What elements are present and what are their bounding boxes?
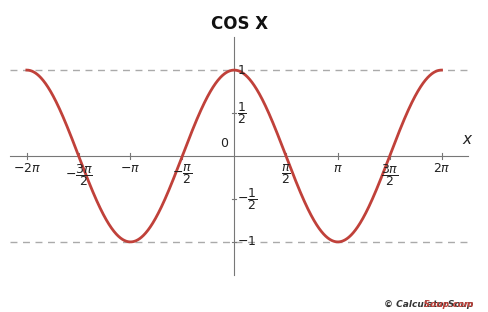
Text: $\pi$: $\pi$ <box>333 162 343 175</box>
Text: $\dfrac{1}{2}$: $\dfrac{1}{2}$ <box>238 100 247 126</box>
Text: $-1$: $-1$ <box>238 236 257 248</box>
Text: $\dfrac{\pi}{2}$: $\dfrac{\pi}{2}$ <box>281 162 291 186</box>
Text: $\dfrac{3\pi}{2}$: $\dfrac{3\pi}{2}$ <box>381 162 399 188</box>
Text: $-2\pi$: $-2\pi$ <box>13 162 41 175</box>
Text: © CalculatorSoup: © CalculatorSoup <box>384 300 473 309</box>
Text: $-\pi$: $-\pi$ <box>121 162 141 175</box>
Text: Soup.com: Soup.com <box>383 300 473 309</box>
Text: $x$: $x$ <box>462 132 473 147</box>
Text: $-\dfrac{1}{2}$: $-\dfrac{1}{2}$ <box>238 186 258 212</box>
Text: $0$: $0$ <box>220 137 229 150</box>
Title: COS X: COS X <box>210 15 268 33</box>
Text: $-\dfrac{\pi}{2}$: $-\dfrac{\pi}{2}$ <box>172 162 193 186</box>
Text: $-\dfrac{3\pi}{2}$: $-\dfrac{3\pi}{2}$ <box>64 162 93 188</box>
Text: $1$: $1$ <box>238 64 246 76</box>
Text: $2\pi$: $2\pi$ <box>433 162 450 175</box>
